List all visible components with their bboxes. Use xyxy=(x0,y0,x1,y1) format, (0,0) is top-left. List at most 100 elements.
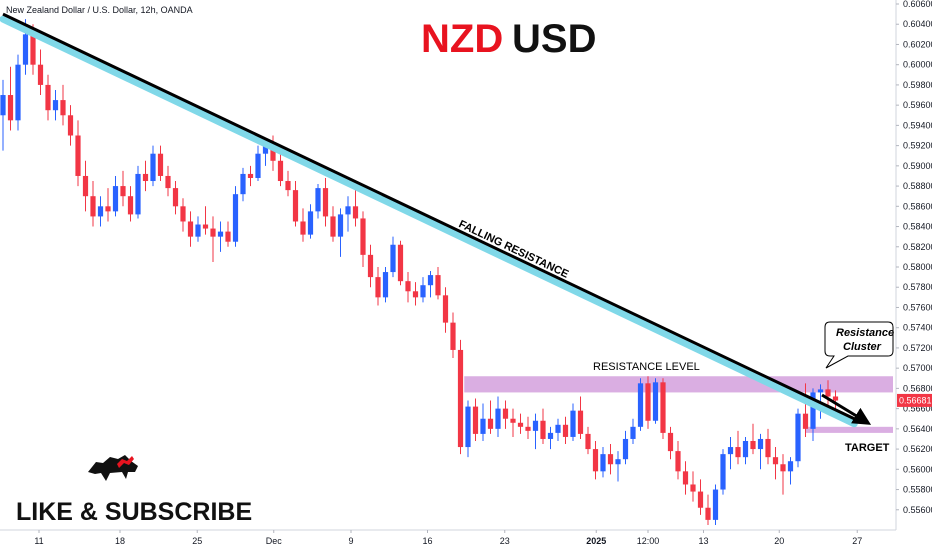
candle xyxy=(330,206,336,242)
candle xyxy=(300,208,306,242)
candle xyxy=(652,378,659,424)
bull-icon xyxy=(88,455,138,481)
x-tick: 23 xyxy=(500,530,510,546)
candle xyxy=(345,196,351,232)
candle-body xyxy=(52,100,59,111)
candle xyxy=(60,84,66,126)
title-left: NZD xyxy=(421,17,503,61)
candle xyxy=(397,240,404,286)
candle-body xyxy=(427,275,434,286)
candle xyxy=(352,186,359,227)
candle xyxy=(217,221,224,252)
candle-body xyxy=(412,291,419,298)
candle xyxy=(382,267,389,303)
candle-body xyxy=(375,277,381,298)
candle-body xyxy=(37,64,44,85)
candle xyxy=(540,408,546,445)
candle-body xyxy=(165,175,171,189)
candle xyxy=(510,408,516,437)
candle-body xyxy=(615,459,621,465)
callout-line-1: Resistance xyxy=(836,327,894,339)
target-zone xyxy=(805,426,893,433)
candle xyxy=(472,398,479,441)
candle-body xyxy=(705,507,711,520)
candle-body xyxy=(367,254,374,278)
candle-body xyxy=(525,426,531,431)
candle xyxy=(187,211,194,247)
candle xyxy=(577,396,584,439)
candle-body xyxy=(495,408,501,429)
candle xyxy=(142,160,149,192)
candle xyxy=(592,440,599,480)
time-axis[interactable]: 11 18 25 Dec 9 16 23 2025 12:00 13 20 27 xyxy=(34,530,862,546)
candle-body xyxy=(315,188,321,212)
candle-body xyxy=(45,84,51,111)
candle-body xyxy=(262,145,269,154)
candle xyxy=(772,447,779,480)
candle-body xyxy=(112,186,119,212)
candle-body xyxy=(697,491,704,508)
candle-body xyxy=(22,34,29,65)
candle xyxy=(600,447,606,478)
like-subscribe-text[interactable]: LIKE & SUBSCRIBE xyxy=(16,498,252,526)
candle-body xyxy=(75,135,81,176)
candle-body xyxy=(270,145,276,161)
candle xyxy=(7,66,14,131)
title-right: USD xyxy=(512,17,596,61)
candle xyxy=(67,105,74,146)
candle xyxy=(562,416,569,445)
candle xyxy=(765,428,771,465)
last-price-value: 0.56681 xyxy=(899,395,932,405)
candle xyxy=(802,383,809,437)
candle-body xyxy=(405,281,411,292)
candle xyxy=(367,244,374,288)
candle-body xyxy=(757,438,764,450)
candle xyxy=(285,170,291,197)
candle-body xyxy=(442,295,449,323)
candle xyxy=(637,378,644,431)
candle-body xyxy=(150,153,156,182)
candle-body xyxy=(202,224,209,229)
x-tick-label: Dec xyxy=(266,536,283,546)
candle-body xyxy=(562,424,569,437)
candle xyxy=(525,416,531,439)
candle xyxy=(412,282,419,306)
candle xyxy=(487,400,494,434)
candle-body xyxy=(345,206,351,215)
candle-body xyxy=(645,383,651,421)
x-tick-label: 13 xyxy=(698,536,708,546)
candle-body xyxy=(577,410,584,434)
candle-body xyxy=(630,426,636,439)
candle xyxy=(45,74,51,121)
candle-body xyxy=(675,451,681,472)
y-tick-label: 0.55600 xyxy=(903,505,932,515)
candle xyxy=(15,54,21,131)
candle-body xyxy=(720,454,726,490)
x-tick-label: 23 xyxy=(500,536,510,546)
candle xyxy=(112,175,119,217)
candle-body xyxy=(585,433,591,450)
candle xyxy=(427,271,434,298)
x-tick-label: 25 xyxy=(192,536,202,546)
